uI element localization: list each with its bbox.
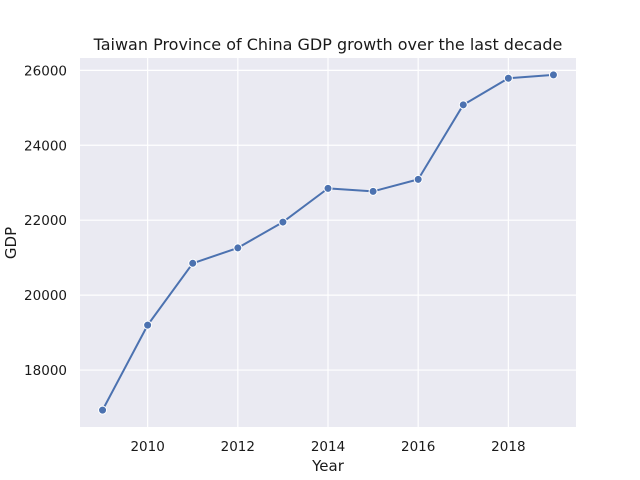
- data-point: [323, 183, 333, 193]
- x-tick-labels: 2010 2012 2014 2016 2018: [130, 439, 525, 455]
- data-point: [143, 320, 153, 330]
- grid: [80, 58, 576, 427]
- data-point: [368, 186, 378, 196]
- data-point: [188, 258, 198, 268]
- x-tick-label: 2018: [491, 439, 525, 455]
- y-tick-label: 20000: [24, 288, 67, 304]
- series-layer: [98, 70, 558, 415]
- data-point: [233, 243, 243, 253]
- y-tick-label: 22000: [24, 213, 67, 229]
- y-tick-label: 24000: [24, 138, 67, 154]
- y-axis-label: GDP: [2, 227, 20, 259]
- x-axis-label: Year: [311, 457, 345, 475]
- data-point: [413, 174, 423, 184]
- chart-title: Taiwan Province of China GDP growth over…: [93, 35, 563, 54]
- y-tick-label: 18000: [24, 363, 67, 379]
- data-point: [503, 73, 513, 83]
- data-point: [98, 405, 108, 415]
- x-tick-label: 2010: [130, 439, 164, 455]
- x-tick-label: 2016: [401, 439, 435, 455]
- data-point: [458, 100, 468, 110]
- x-tick-label: 2014: [311, 439, 345, 455]
- y-tick-labels: 18000 20000 22000 24000 26000: [24, 63, 67, 379]
- data-point: [278, 217, 288, 227]
- data-point: [548, 70, 558, 80]
- y-tick-label: 26000: [24, 63, 67, 79]
- x-tick-label: 2012: [221, 439, 255, 455]
